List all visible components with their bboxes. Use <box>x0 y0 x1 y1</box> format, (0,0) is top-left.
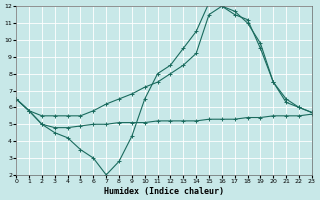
X-axis label: Humidex (Indice chaleur): Humidex (Indice chaleur) <box>104 187 224 196</box>
